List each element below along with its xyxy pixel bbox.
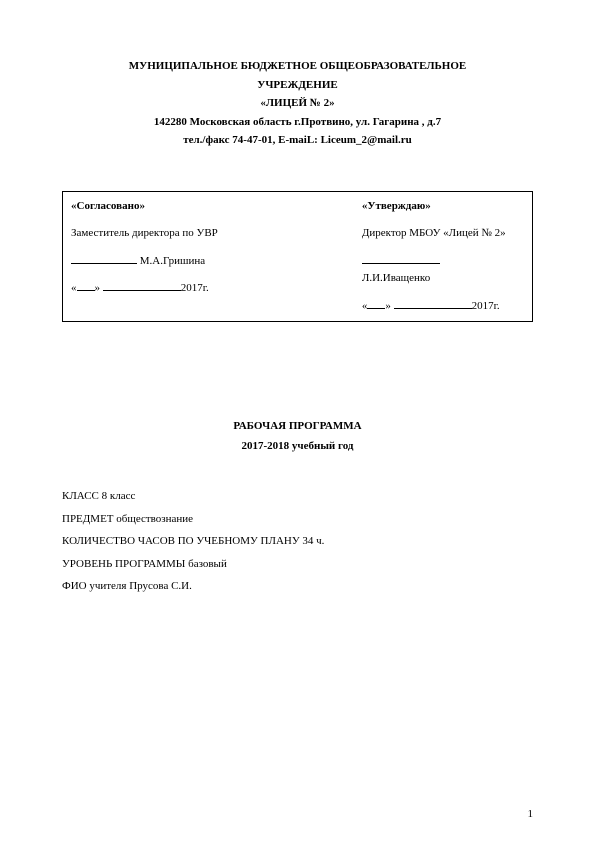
detail-subject: ПРЕДМЕТ обществознание [62, 511, 533, 528]
right-sign-date-line: «» 2017г. [362, 298, 524, 316]
right-date-suffix: 2017г. [472, 300, 500, 312]
program-title-block: РАБОЧАЯ ПРОГРАММА 2017-2018 учебный год [62, 418, 533, 454]
program-year: 2017-2018 учебный год [62, 438, 533, 455]
underline-month-right [394, 298, 472, 309]
right-sign-line [362, 253, 524, 271]
left-sign-role: Заместитель директора по УВР [71, 225, 233, 243]
detail-teacher: ФИО учителя Прусова С.И. [62, 578, 533, 595]
header-line-3: «ЛИЦЕЙ № 2» [62, 95, 533, 112]
program-details: КЛАСС 8 класс ПРЕДМЕТ обществознание КОЛ… [62, 488, 533, 595]
header-line-1: МУНИЦИПАЛЬНОЕ БЮДЖЕТНОЕ ОБЩЕОБРАЗОВАТЕЛЬ… [62, 58, 533, 75]
signature-cell-right: «Утверждаю» Директор МБОУ «Лицей № 2» Л.… [354, 191, 533, 322]
underline-sign-right [362, 253, 440, 264]
underline-month-left [103, 280, 181, 291]
signature-table: «Согласовано» Заместитель директора по У… [62, 191, 533, 323]
page-number: 1 [528, 806, 534, 823]
header-line-4: 142280 Московская область г.Протвино, ул… [62, 114, 533, 131]
left-sign-title: «Согласовано» [71, 198, 233, 216]
institution-header: МУНИЦИПАЛЬНОЕ БЮДЖЕТНОЕ ОБЩЕОБРАЗОВАТЕЛЬ… [62, 58, 533, 149]
detail-level: УРОВЕНЬ ПРОГРАММЫ базовый [62, 556, 533, 573]
header-line-5: тел./факс 74-47-01, E-maiL: Liceum_2@mai… [62, 132, 533, 149]
underline-day-left [77, 280, 95, 291]
left-sign-name: М.А.Гришина [140, 255, 205, 267]
left-date-suffix: 2017г. [181, 282, 209, 294]
right-sign-title: «Утверждаю» [362, 198, 524, 216]
date-mid: » [95, 282, 101, 294]
date-mid-r: » [385, 300, 391, 312]
underline-day-right [367, 298, 385, 309]
underline-name-left [71, 253, 137, 264]
header-line-2: УЧРЕЖДЕНИЕ [62, 77, 533, 94]
signature-cell-middle [241, 191, 354, 322]
right-sign-role: Директор МБОУ «Лицей № 2» [362, 225, 524, 243]
detail-hours: КОЛИЧЕСТВО ЧАСОВ ПО УЧЕБНОМУ ПЛАНУ 34 ч. [62, 533, 533, 550]
right-sign-name: Л.И.Иващенко [362, 270, 524, 288]
program-title: РАБОЧАЯ ПРОГРАММА [62, 418, 533, 435]
signature-cell-left: «Согласовано» Заместитель директора по У… [63, 191, 242, 322]
left-sign-date-line: «» 2017г. [71, 280, 233, 298]
detail-class: КЛАСС 8 класс [62, 488, 533, 505]
left-sign-name-line: М.А.Гришина [71, 253, 233, 271]
document-page: МУНИЦИПАЛЬНОЕ БЮДЖЕТНОЕ ОБЩЕОБРАЗОВАТЕЛЬ… [0, 0, 595, 842]
